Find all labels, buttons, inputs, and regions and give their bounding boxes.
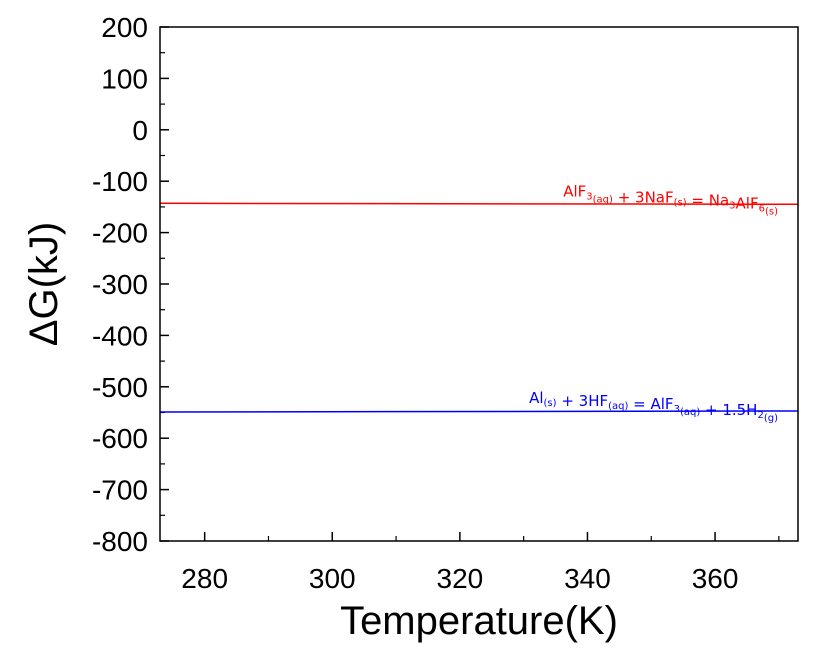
- y-tick-label: -400: [92, 320, 148, 351]
- y-tick-label: -300: [92, 269, 148, 300]
- series-line-1: [159, 202, 799, 206]
- reaction-label-2: Al(s) + 3HF(aq) = AlF3(aq) + 1.5H2(g): [529, 389, 778, 424]
- x-tick-label: 300: [309, 563, 356, 594]
- y-tick-label: -200: [92, 218, 148, 249]
- y-axis-ticks: 200 100 0 -100 -200 -300 -400 -500 -600 -700 -800: [92, 12, 169, 557]
- y-tick-label: -500: [92, 372, 148, 403]
- y-tick-label: 200: [101, 12, 148, 43]
- x-tick-label: 360: [692, 563, 739, 594]
- y-tick-label: -600: [92, 423, 148, 454]
- x-tick-label: 280: [181, 563, 228, 594]
- y-tick-label: 100: [101, 63, 148, 94]
- y-tick-label: -700: [92, 475, 148, 506]
- y-tick-label: -800: [92, 526, 148, 557]
- series-lines: [159, 202, 799, 413]
- y-axis-title: ΔG(kJ): [22, 222, 66, 346]
- reaction-label-1: AlF3(aq) + 3NaF(s) = Na3AlF6(s): [563, 182, 778, 217]
- x-axis-title: Temperature(K): [340, 599, 618, 643]
- series-line-2: [159, 410, 799, 413]
- y-tick-label: 0: [132, 115, 148, 146]
- series-annotations: AlF3(aq) + 3NaF(s) = Na3AlF6(s) Al(s) + 3…: [529, 182, 778, 424]
- y-tick-label: -100: [92, 166, 148, 197]
- x-tick-label: 320: [437, 563, 484, 594]
- plot-frame: [159, 26, 799, 542]
- x-axis-ticks: 280 300 320 340 360: [181, 532, 780, 594]
- x-tick-label: 340: [564, 563, 611, 594]
